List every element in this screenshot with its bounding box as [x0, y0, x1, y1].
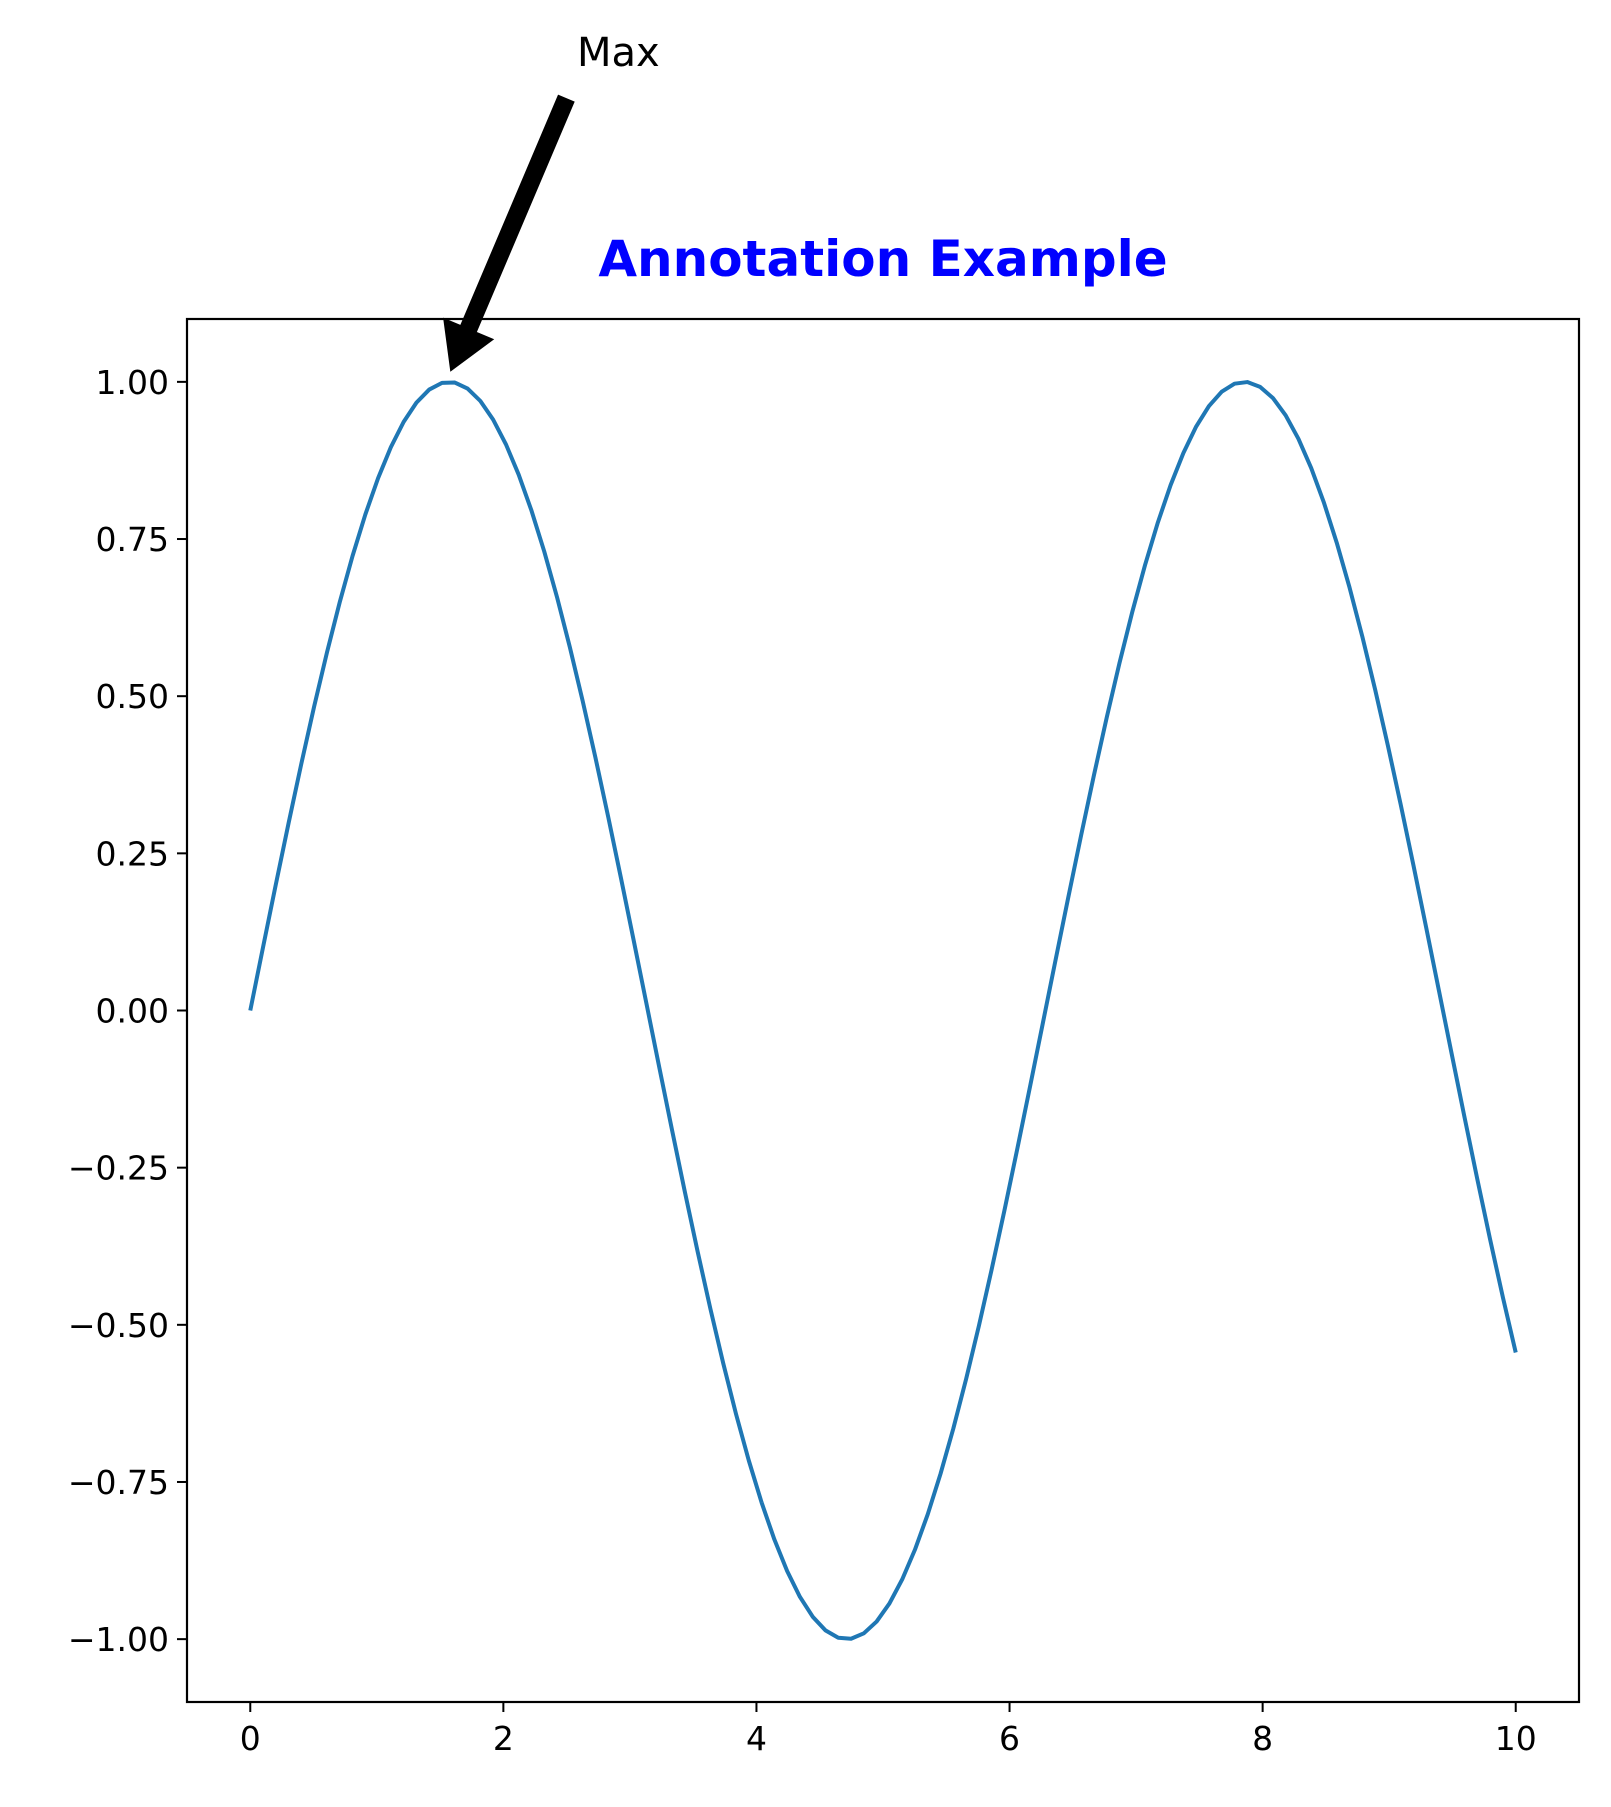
annotation-label: Max [577, 30, 660, 76]
y-tick-label: 0.75 [96, 520, 169, 559]
x-tick-label: 8 [1252, 1719, 1273, 1758]
chart-title: Annotation Example [598, 230, 1167, 288]
y-tick-label: 1.00 [96, 363, 169, 402]
ticks: 0 2 4 6 8 10 1.00 0.75 0.50 0.25 0.00 −0.25 −0.50 −0.… [68, 363, 1537, 1758]
y-tick-label: 0.25 [96, 834, 169, 873]
x-tick-label: 2 [493, 1719, 514, 1758]
y-tick-label: −0.25 [68, 1149, 169, 1188]
x-tick-label: 6 [999, 1719, 1020, 1758]
annotation: Max [443, 30, 660, 372]
annotation-arrow [443, 94, 575, 372]
x-tick-label: 0 [240, 1719, 261, 1758]
x-tick-label: 10 [1495, 1719, 1537, 1758]
x-tick-label: 4 [746, 1719, 767, 1758]
y-tick-label: 0.00 [96, 992, 169, 1031]
y-tick-label: 0.50 [96, 677, 169, 716]
series-group [248, 380, 1518, 1641]
y-tick-label: −0.50 [68, 1306, 169, 1345]
y-tick-label: −1.00 [68, 1620, 169, 1659]
y-tick-label: −0.75 [68, 1463, 169, 1502]
series-line [248, 380, 1518, 1641]
